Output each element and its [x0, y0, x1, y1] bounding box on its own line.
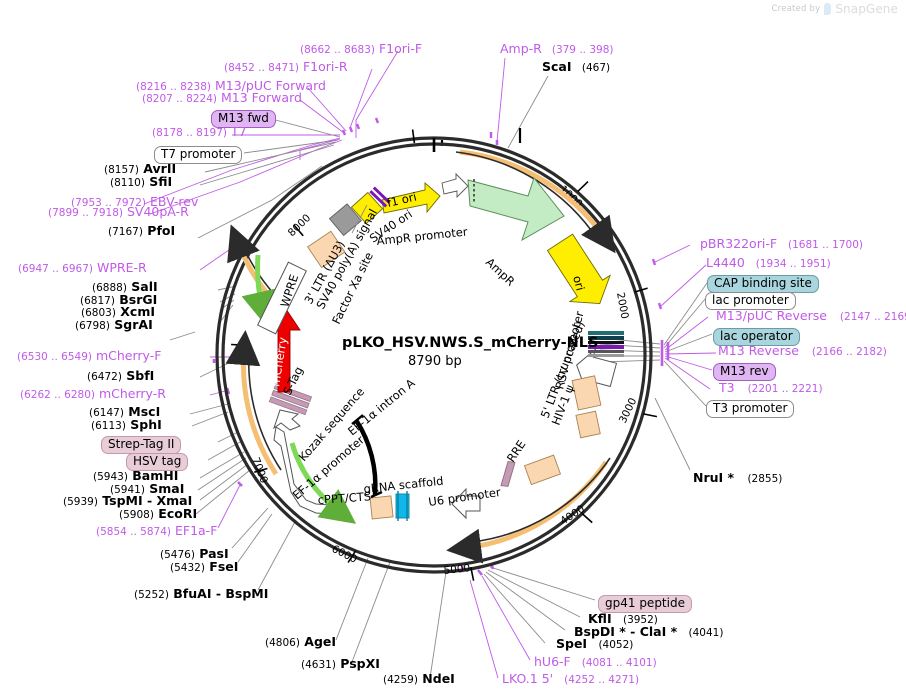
label-cap-binding-site-badge[interactable]: CAP binding site — [707, 274, 819, 293]
label-t3[interactable]: T3 (2201 .. 2221) — [719, 380, 823, 395]
label-l4440[interactable]: L4440 (1934 .. 1951) — [706, 255, 831, 270]
label-bfuai-bspmi[interactable]: (5252) BfuAI - BspMI — [134, 586, 269, 601]
leader-lines-top-left — [143, 50, 493, 239]
label-smai[interactable]: (5941) SmaI — [110, 481, 185, 496]
label-pspxi[interactable]: (4631) PspXI — [301, 656, 380, 671]
label-tspmi-xmai[interactable]: (5939) TspMI - XmaI — [63, 493, 193, 508]
label-hu6-f[interactable]: hU6-F (4081 .. 4101) — [534, 654, 657, 669]
svg-text:cPPT/CTS: cPPT/CTS — [317, 489, 371, 507]
label-strep-tag-ii-badge[interactable]: Strep-Tag II — [101, 435, 182, 454]
label-avrii[interactable]: (8157) AvrII — [104, 161, 177, 176]
label-agei[interactable]: (4806) AgeI — [265, 634, 337, 649]
ori-feature — [546, 233, 611, 305]
label-f1ori-f[interactable]: (8662 .. 8683) F1ori-F — [300, 41, 423, 56]
leader-lines-bottom — [460, 562, 596, 679]
svg-text:5000: 5000 — [443, 562, 471, 577]
label-pfoi[interactable]: (7167) PfoI — [108, 223, 176, 238]
label-ecori[interactable]: (5908) EcoRI — [119, 506, 198, 521]
label-sv40pa-r[interactable]: (7899 .. 7918) SV40pA-R — [48, 204, 189, 219]
sv40-ori-feature — [350, 191, 384, 225]
label-spei[interactable]: SpeI (4052) — [556, 636, 634, 651]
ltr3-feature — [307, 230, 346, 269]
label-sfii[interactable]: (8110) SfiI — [110, 174, 173, 189]
kozak-feature — [273, 409, 301, 431]
ampr-promoter-feature — [441, 172, 469, 199]
ef1a-promoter-feature — [273, 426, 346, 516]
hiv1-psi-feature — [575, 410, 601, 439]
label-bamhi[interactable]: (5943) BamHI — [93, 468, 179, 483]
label-pasi[interactable]: (5476) PasI — [160, 546, 229, 561]
u6-promoter-feature — [451, 487, 481, 520]
label-bsrgi[interactable]: (6817) BsrGI — [80, 292, 158, 307]
plasmid-size: 8790 bp — [408, 354, 462, 369]
label-sphi[interactable]: (6113) SphI — [91, 417, 162, 432]
label-m13-forward[interactable]: (8207 .. 8224) M13 Forward — [142, 90, 302, 105]
translation-arcs — [225, 149, 616, 564]
watermark-created-by: Created by — [771, 4, 821, 14]
label-m13-fwd-badge[interactable]: M13 fwd — [211, 109, 276, 128]
snapgene-watermark: Created by SnapGene — [772, 2, 898, 16]
snapgene-logo-icon — [824, 3, 832, 15]
label-m13-rev-badge[interactable]: M13 rev — [713, 362, 776, 381]
label-ef1a-f[interactable]: (5854 .. 5874) EF1a-F — [96, 523, 218, 538]
f1-ori-feature — [381, 182, 441, 214]
mauve-feature — [500, 461, 516, 487]
label-scai[interactable]: ScaI (467) — [542, 59, 611, 74]
rre-feature — [523, 454, 562, 486]
svg-text:ori: ori — [570, 274, 587, 292]
label-m13puc-reverse[interactable]: M13/pUC Reverse (2147 .. 2169) — [716, 308, 906, 323]
svg-text:RRE: RRE — [504, 438, 529, 465]
label-hsv-tag-badge[interactable]: HSV tag — [126, 452, 189, 471]
label-mcherry-f[interactable]: (6530 .. 6549) mCherry-F — [17, 348, 162, 363]
plasmid-name: pLKO_HSV.NWS.S_mCherry-NLS — [342, 335, 599, 351]
sv40-polya-feature — [328, 203, 362, 237]
label-m13puc-forward[interactable]: (8216 .. 8238) M13/pUC Forward — [136, 78, 326, 93]
label-t7[interactable]: (8178 .. 8197) T7 — [152, 124, 247, 139]
svg-text:2000: 2000 — [614, 291, 630, 319]
label-lac-operator-badge[interactable]: lac operator — [713, 327, 800, 346]
label-kfli[interactable]: KflI (3952) — [588, 611, 658, 626]
label-sali[interactable]: (6888) SalI — [92, 279, 158, 294]
label-m13-reverse[interactable]: M13 Reverse (2166 .. 2182) — [718, 343, 887, 358]
wpre-feature — [257, 261, 307, 335]
label-amp-r[interactable]: Amp-R (379 .. 398) — [500, 41, 614, 56]
label-sbfi[interactable]: (6472) SbfI — [87, 368, 155, 383]
label-sgrai[interactable]: (6798) SgrAI — [75, 317, 153, 332]
svg-text:f1 ori: f1 ori — [386, 190, 418, 210]
ltr5-feature — [571, 375, 602, 411]
ampr-feature — [467, 176, 565, 242]
label-t7-promoter-badge[interactable]: T7 promoter — [154, 145, 243, 164]
label-lac-promoter-badge[interactable]: lac promoter — [705, 291, 796, 310]
label-ndei[interactable]: (4259) NdeI — [383, 671, 455, 686]
label-wpre-r[interactable]: (6947 .. 6967) WPRE-R — [18, 260, 147, 275]
feature-shapes — [257, 172, 624, 524]
svg-text:8000: 8000 — [286, 212, 314, 239]
label-f1ori-r[interactable]: (8452 .. 8471) F1ori-R — [224, 59, 348, 74]
label-ebv-rev[interactable]: (7953 .. 7972) EBV-rev — [71, 194, 199, 209]
leader-lines-right — [599, 244, 717, 471]
leader-lines-top-right — [440, 57, 549, 149]
label-xcmi[interactable]: (6803) XcmI — [81, 304, 156, 319]
label-mcherry-r[interactable]: (6262 .. 6280) mCherry-R — [20, 386, 166, 401]
mcs-feature — [588, 331, 624, 357]
watermark-brand: SnapGene — [835, 2, 898, 16]
label-pbr322ori-f[interactable]: pBR322ori-F (1681 .. 1700) — [700, 236, 863, 251]
label-bspdi-clai[interactable]: BspDI * - ClaI * (4041) — [574, 624, 724, 639]
label-lko1-5prime[interactable]: LKO.1 5' (4252 .. 4271) — [502, 671, 640, 686]
grna-scaffold-feature — [395, 493, 410, 519]
label-nrui[interactable]: NruI * (2855) — [693, 470, 783, 485]
label-t3-promoter-badge[interactable]: T3 promoter — [706, 399, 795, 418]
svg-text:AmpR: AmpR — [483, 255, 518, 289]
label-gp41-peptide-badge[interactable]: gp41 peptide — [598, 594, 692, 613]
cppt-cts-feature — [369, 495, 394, 520]
label-fsei[interactable]: (5432) FseI — [170, 559, 239, 574]
label-msci[interactable]: (6147) MscI — [89, 404, 161, 419]
